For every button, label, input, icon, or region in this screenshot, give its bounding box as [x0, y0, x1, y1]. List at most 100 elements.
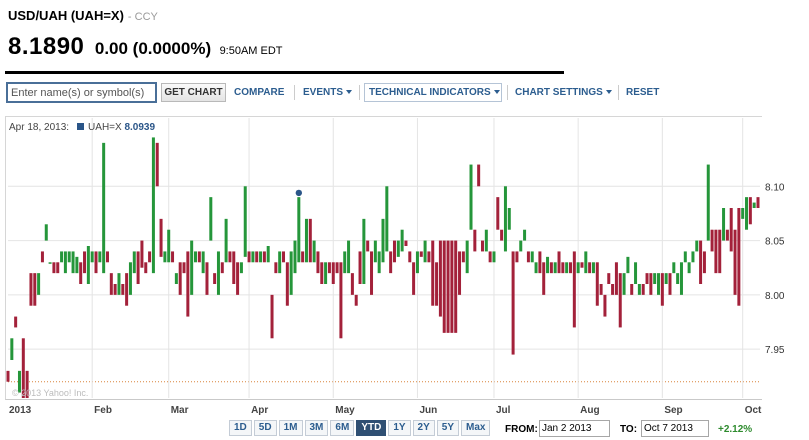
candle: [488, 251, 492, 263]
events-menu[interactable]: EVENTS: [303, 87, 353, 98]
candle: [591, 262, 595, 274]
candle: [519, 240, 523, 252]
candle: [243, 186, 247, 257]
candle: [415, 251, 419, 274]
candle: [159, 218, 163, 257]
candle: [67, 251, 71, 263]
chart-settings-menu[interactable]: CHART SETTINGS: [515, 87, 612, 98]
candle: [607, 273, 611, 284]
candle: [136, 251, 140, 284]
candle: [442, 240, 446, 333]
candle: [737, 208, 741, 306]
candle: [569, 262, 572, 274]
candle: [335, 262, 339, 274]
candle: [301, 251, 305, 263]
candle: [232, 251, 236, 284]
candle: [220, 262, 224, 274]
candle: [151, 137, 155, 274]
range-2y[interactable]: 2Y: [412, 420, 435, 436]
candle: [599, 284, 603, 295]
candle: [603, 294, 607, 317]
candle: [408, 251, 412, 263]
candle: [699, 240, 703, 284]
range-5y[interactable]: 5Y: [436, 420, 460, 436]
candle: [454, 240, 458, 333]
candle: [725, 229, 729, 241]
candle: [381, 218, 385, 263]
candle: [515, 251, 519, 263]
candle: [538, 251, 542, 274]
candle: [641, 284, 645, 295]
candle: [113, 284, 117, 295]
symbol-search-input[interactable]: [6, 82, 157, 103]
candle: [109, 273, 113, 295]
candle: [752, 202, 756, 208]
chart-toolbar: GET CHART COMPARE EVENTS TECHNICAL INDIC…: [0, 82, 809, 104]
technical-indicators-menu[interactable]: TECHNICAL INDICATORS: [369, 87, 500, 98]
candle: [576, 262, 580, 274]
range-max[interactable]: Max: [461, 420, 491, 436]
candle: [634, 262, 638, 284]
to-date-input[interactable]: [641, 420, 709, 437]
candle: [17, 370, 21, 393]
candle: [171, 251, 175, 263]
y-tick-label: 7.95: [765, 345, 785, 356]
candle: [178, 262, 182, 295]
candle: [584, 251, 588, 274]
candle: [377, 251, 381, 274]
candle: [637, 284, 641, 295]
candle: [197, 251, 201, 263]
candle: [565, 262, 569, 274]
get-chart-button[interactable]: GET CHART: [161, 83, 226, 102]
range-3m[interactable]: 3M: [304, 420, 329, 436]
candle: [144, 262, 148, 274]
candle: [649, 273, 653, 295]
range-ytd[interactable]: YTD: [356, 420, 387, 436]
compare-link[interactable]: COMPARE: [234, 87, 285, 98]
candle: [477, 164, 481, 187]
candle: [339, 262, 343, 339]
technical-indicators-label: TECHNICAL INDICATORS: [369, 87, 491, 98]
candle: [209, 197, 213, 241]
reset-link[interactable]: RESET: [626, 87, 660, 98]
toolbar-divider: [294, 85, 295, 100]
candle: [148, 251, 152, 263]
from-label: FROM:: [505, 424, 538, 435]
candle: [239, 262, 243, 274]
range-1y[interactable]: 1Y: [388, 420, 411, 436]
range-6m[interactable]: 6M: [330, 420, 355, 436]
candle: [44, 224, 48, 241]
candle: [182, 262, 186, 274]
candle: [714, 229, 718, 274]
candle: [729, 208, 733, 252]
range-1m[interactable]: 1M: [278, 420, 303, 436]
candle: [561, 262, 565, 274]
from-date-input[interactable]: [539, 420, 610, 437]
candle: [496, 197, 500, 230]
candle: [614, 262, 618, 295]
range-5d[interactable]: 5D: [253, 420, 277, 436]
candle: [25, 370, 29, 398]
range-1d[interactable]: 1D: [229, 420, 252, 436]
candle: [297, 197, 301, 263]
candle: [370, 251, 374, 295]
candle: [389, 251, 393, 274]
candle: [304, 218, 308, 263]
candle: [672, 262, 676, 274]
candle: [194, 251, 197, 263]
candle: [40, 251, 44, 263]
candle: [86, 246, 90, 284]
price-time: 9:50AM EDT: [219, 45, 283, 57]
candle: [691, 251, 695, 263]
candle: [645, 273, 649, 284]
candle: [431, 240, 435, 306]
x-tick-label: 2013: [9, 405, 32, 416]
candle: [465, 240, 469, 274]
candle: [6, 370, 10, 382]
candle: [90, 251, 94, 263]
candle: [121, 284, 125, 295]
candle: [549, 262, 553, 274]
candle: [213, 273, 217, 284]
header-divider: [5, 71, 564, 74]
